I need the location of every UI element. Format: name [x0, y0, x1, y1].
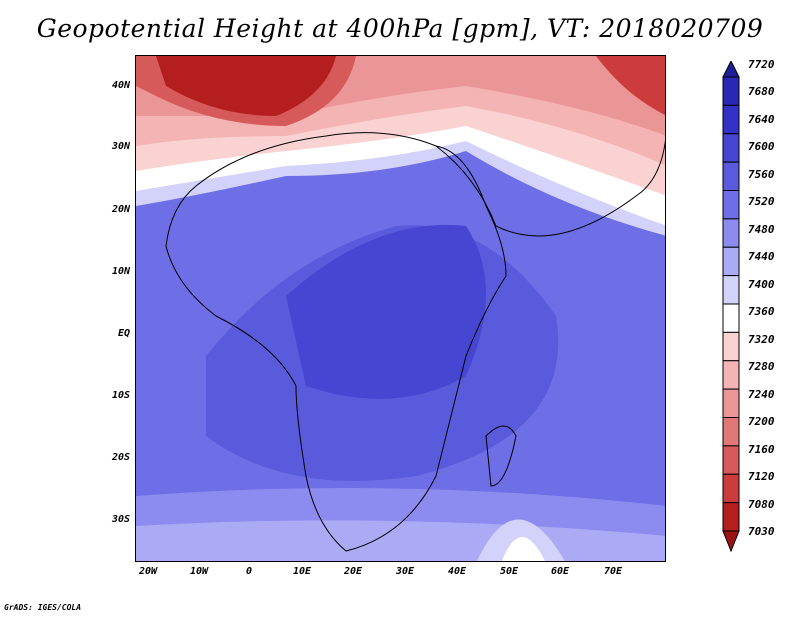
colorbar-segment	[722, 161, 740, 191]
africa-outline	[165, 132, 507, 552]
colorbar-label: 7440	[748, 250, 775, 264]
colorbar-label: 7320	[748, 332, 775, 346]
madagascar-outline	[485, 425, 517, 487]
lon-tick-20e: 20E	[343, 566, 363, 577]
colorbar-label: 7680	[748, 85, 775, 99]
lon-tick-70e: 70E	[603, 566, 623, 577]
colorbar-segment	[722, 275, 740, 305]
colorbar-label: 7030	[748, 525, 775, 538]
lat-tick-10n: 10N	[111, 266, 130, 277]
lon-tick-30e: 30E	[395, 566, 415, 577]
lat-tick-20n: 20N	[111, 204, 130, 215]
colorbar-segment	[722, 104, 740, 135]
map-canvas	[136, 56, 665, 561]
colorbar-segment	[722, 303, 740, 333]
colorbar-label: 7120	[748, 470, 775, 484]
colorbar-segment	[722, 445, 740, 475]
colorbar-segment	[722, 190, 740, 220]
colorbar-bottom-arrow	[722, 530, 740, 553]
field-east-high	[596, 56, 665, 115]
colorbar-segment	[722, 246, 740, 277]
lat-tick-20s: 20S	[111, 452, 130, 463]
colorbar-segment	[722, 76, 740, 106]
colorbar-segment	[722, 360, 740, 390]
colorbar-segment	[722, 331, 740, 362]
colorbar-label: 7080	[748, 497, 775, 511]
colorbar-label: 7280	[748, 360, 775, 374]
colorbar-label: 7560	[748, 167, 775, 181]
colorbar-label: 7400	[748, 277, 775, 291]
colorbar-segment	[722, 502, 740, 532]
colorbar-label: 7640	[748, 112, 775, 126]
colorbar-segment	[722, 473, 740, 504]
lat-tick-40n: 40N	[111, 80, 130, 91]
geopotential-map	[135, 55, 666, 562]
colorbar-top-arrow	[722, 61, 740, 78]
colorbar-label: 7720	[748, 58, 775, 71]
arabia-outline	[435, 140, 665, 237]
lat-tick-10s: 10S	[111, 390, 130, 401]
field-west-high-core	[156, 56, 336, 116]
lat-tick-eq: EQ	[117, 328, 130, 339]
colorbar-segment	[722, 417, 740, 447]
lon-tick-60e: 60E	[550, 566, 570, 577]
colorbar	[722, 61, 740, 553]
lon-tick-0: 0	[245, 566, 253, 577]
colorbar-label: 7360	[748, 305, 775, 319]
colorbar-segments	[722, 76, 740, 532]
colorbar-segment	[722, 133, 740, 163]
colorbar-label: 7480	[748, 222, 775, 236]
field-south-anomaly-core	[501, 537, 545, 561]
colorbar-label: 7240	[748, 387, 775, 401]
lon-tick-10e: 10E	[292, 566, 312, 577]
colorbar-label: 7160	[748, 442, 775, 456]
colorbar-label: 7520	[748, 195, 775, 209]
colorbar-segment	[722, 218, 740, 248]
colorbar-label: 7600	[748, 140, 775, 154]
lat-tick-30n: 30N	[111, 141, 130, 152]
map-title: Geopotential Height at 400hPa [gpm], VT:…	[36, 14, 764, 43]
colorbar-label: 7200	[748, 415, 775, 429]
lon-tick-50e: 50E	[499, 566, 519, 577]
field-core	[286, 224, 486, 399]
lon-tick-40e: 40E	[447, 566, 467, 577]
colorbar-segment	[722, 388, 740, 418]
lon-tick-20w: 20W	[138, 566, 158, 577]
footer-credit: GrADS: IGES/COLA	[4, 603, 82, 612]
lon-tick-10w: 10W	[189, 566, 209, 577]
lat-tick-30s: 30S	[111, 514, 130, 525]
